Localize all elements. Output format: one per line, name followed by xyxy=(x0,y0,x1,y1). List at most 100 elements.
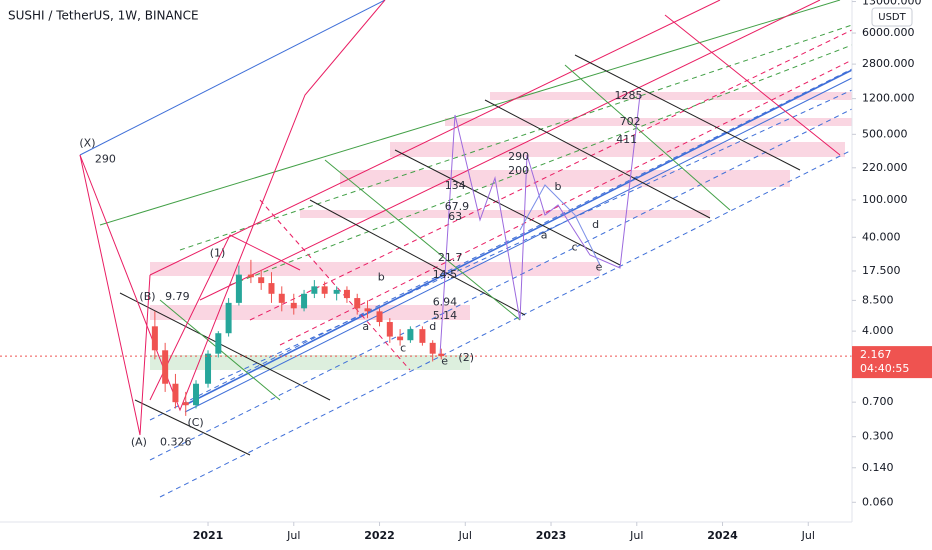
y-tick-label: 4.000 xyxy=(862,324,894,337)
handle-line xyxy=(564,64,731,211)
x-tick-label: Jul xyxy=(629,529,643,542)
zone xyxy=(445,118,852,126)
annotation: 0.326 xyxy=(160,436,192,449)
y-tick-label: 0.700 xyxy=(862,395,894,408)
zone xyxy=(490,92,852,100)
channel-line xyxy=(184,77,853,413)
candle-body xyxy=(290,302,297,309)
annotation: 290 xyxy=(95,152,116,165)
handle-line xyxy=(134,399,251,456)
candle-body xyxy=(235,274,242,303)
y-tick-label: 220.000 xyxy=(862,161,908,174)
channel-line xyxy=(249,29,853,321)
y-tick-label: 0.300 xyxy=(862,430,894,443)
y-tick-label: 8.500 xyxy=(862,293,894,306)
y-tick-label: 2800.000 xyxy=(862,57,915,70)
handle-line xyxy=(324,159,521,321)
candle-body xyxy=(182,402,189,406)
zone xyxy=(300,210,710,218)
handle-line xyxy=(119,292,331,401)
annotation: (A) xyxy=(131,436,147,449)
annotation: 14.5 xyxy=(433,268,458,281)
candle-body xyxy=(343,289,350,299)
axes: 13000.000 6000.000 2800.000 1200.000 500.000… xyxy=(193,0,922,542)
channel-line xyxy=(219,89,853,381)
candle-body xyxy=(311,286,318,294)
candle-body xyxy=(429,342,436,354)
annotation: c xyxy=(400,342,406,355)
channel-line xyxy=(79,0,386,156)
price-axis xyxy=(852,0,932,550)
drawings xyxy=(79,0,853,498)
price-label: 2.167 xyxy=(860,348,892,361)
handle-line xyxy=(574,54,801,171)
channel-line xyxy=(279,59,853,346)
candle-body xyxy=(162,350,169,384)
annotation: 290 xyxy=(508,150,529,163)
annotation: 21.7 xyxy=(438,251,463,264)
x-tick-label: Jul xyxy=(458,529,472,542)
annotation: (C) xyxy=(187,416,203,429)
y-tick-label: 0.060 xyxy=(862,495,894,508)
annotation: 1285 xyxy=(614,89,642,102)
x-tick-label: 2021 xyxy=(193,529,224,542)
candle-body xyxy=(364,308,371,312)
wave-line xyxy=(79,154,151,436)
annotations: (X)290(B) 9.79(A) 0.326(C)(1)(2)abcde21.71… xyxy=(79,89,642,448)
y-tick-label: 17.500 xyxy=(862,264,901,277)
candle-body xyxy=(225,302,232,334)
chart-title: SUSHI / TetherUS, 1W, BINANCE xyxy=(8,9,199,23)
annotation: e xyxy=(596,261,603,274)
wave-line xyxy=(149,234,301,401)
channel-line xyxy=(149,108,853,461)
channel-line xyxy=(149,0,721,276)
annotation: 6.94 xyxy=(433,295,458,308)
x-tick-label: 2022 xyxy=(364,529,395,542)
annotation: (B) xyxy=(139,290,155,303)
x-tick-label: 2023 xyxy=(536,529,567,542)
y-tick-label: 100.000 xyxy=(862,193,908,206)
annotation: (1) xyxy=(210,246,226,259)
zone xyxy=(150,262,600,276)
y-tick-label: 0.140 xyxy=(862,461,894,474)
candle-body xyxy=(278,293,285,303)
candle-body xyxy=(438,353,445,357)
annotation: 9.79 xyxy=(165,290,190,303)
annotation: d xyxy=(429,320,436,333)
candle-body xyxy=(321,286,328,294)
channel-line xyxy=(184,69,853,406)
channel-line xyxy=(159,149,853,498)
annotation: a xyxy=(362,320,369,333)
candle-body xyxy=(258,277,265,284)
annotation: 63 xyxy=(448,210,462,223)
candle-body xyxy=(247,274,254,278)
x-tick-label: Jul xyxy=(801,529,815,542)
candle-body xyxy=(386,322,393,337)
annotation: 200 xyxy=(508,164,529,177)
annotation: 67.9 xyxy=(445,200,470,213)
x-tick-label: Jul xyxy=(286,529,300,542)
zones xyxy=(150,92,852,370)
y-tick-label: 500.000 xyxy=(862,127,908,140)
zone xyxy=(340,170,790,187)
y-tick-label: 40.000 xyxy=(862,230,901,243)
annotation: (2) xyxy=(458,351,474,364)
candle-body xyxy=(376,311,383,323)
candle-body xyxy=(193,383,200,406)
currency-box[interactable] xyxy=(871,7,913,27)
handle-line xyxy=(484,99,711,219)
annotation: 411 xyxy=(616,133,637,146)
candle-body xyxy=(333,289,340,294)
annotation: 5.14 xyxy=(433,309,458,322)
candles xyxy=(151,259,445,416)
candle-body xyxy=(397,336,404,341)
projection-line xyxy=(439,94,641,356)
price-tag xyxy=(852,346,932,379)
zone xyxy=(150,305,470,320)
channel-line xyxy=(99,0,841,226)
candle-body xyxy=(215,333,222,354)
handle-line xyxy=(259,199,411,371)
annotation: d xyxy=(592,218,599,231)
